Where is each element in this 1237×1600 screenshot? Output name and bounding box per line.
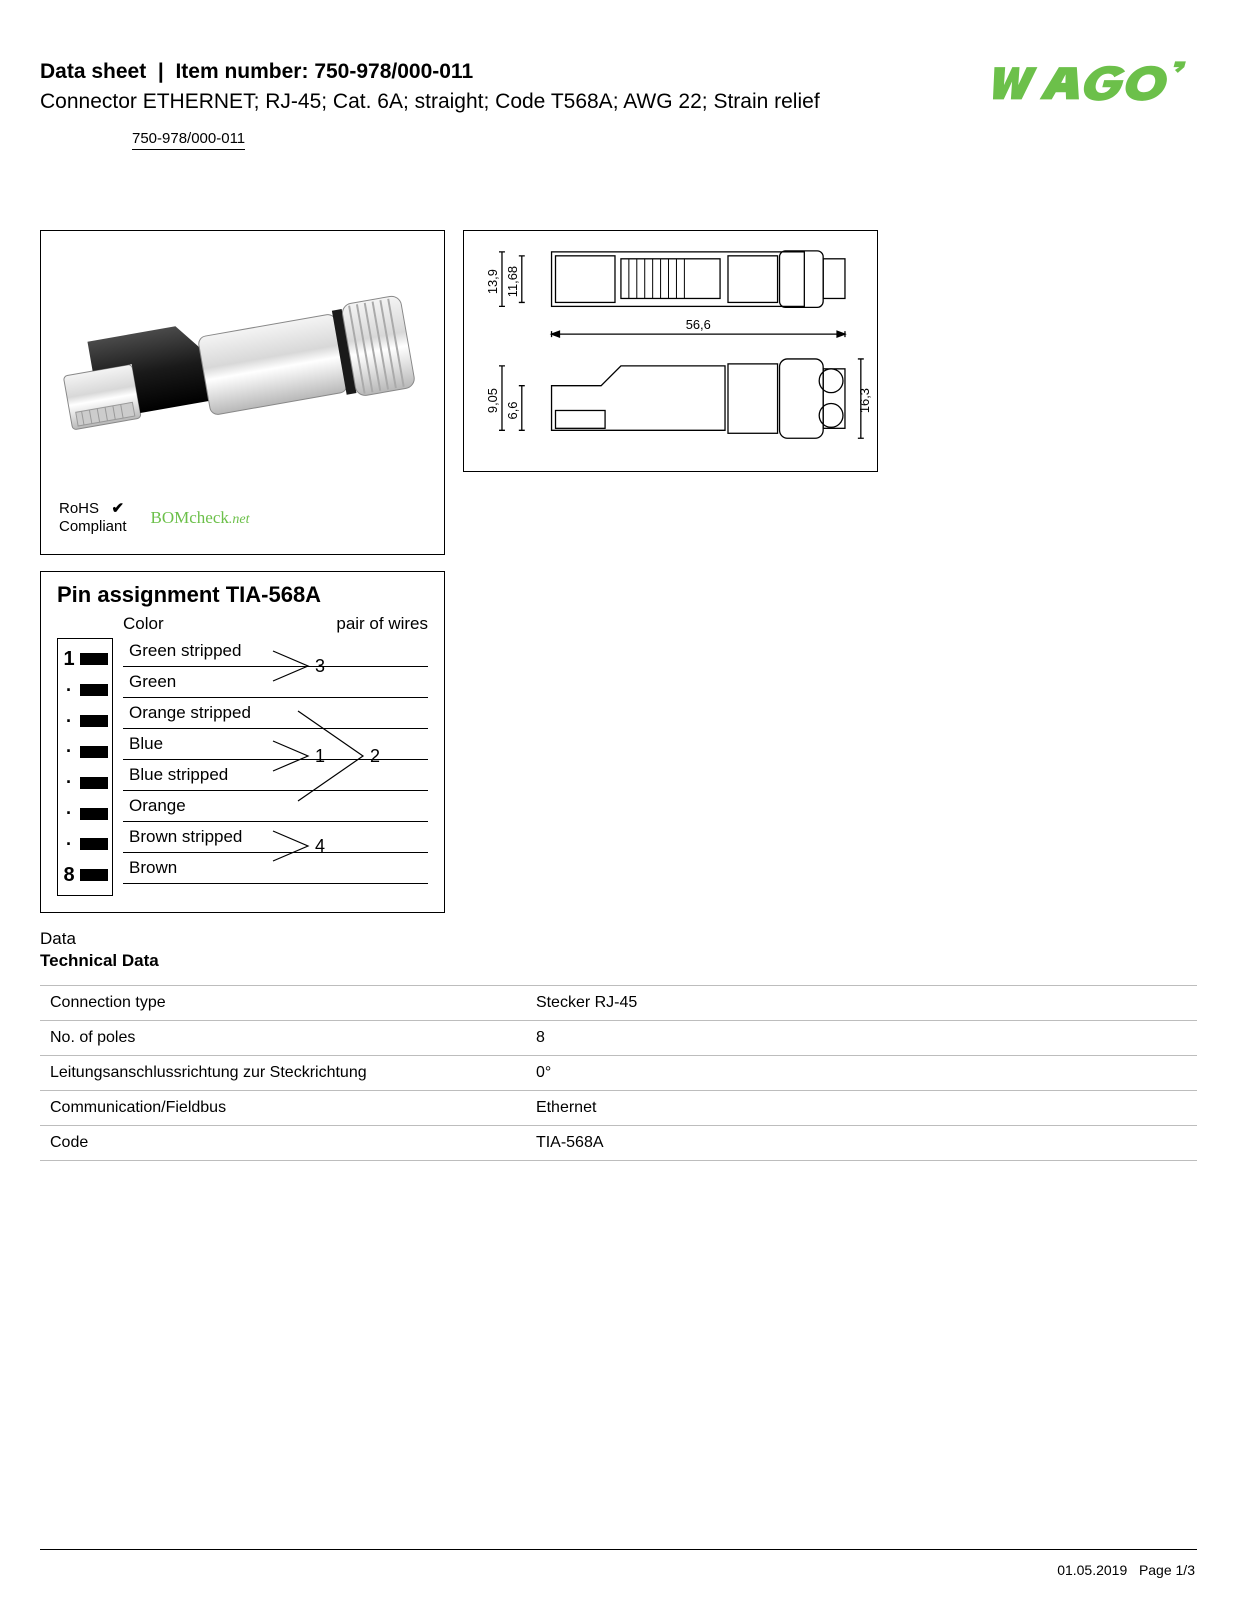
footer-rule xyxy=(40,1549,1197,1550)
tech-heading: Technical Data xyxy=(40,951,1197,971)
dimension-drawing: 13,9 11,68 56,6 9,05 6,6 16,3 xyxy=(470,237,871,465)
pin-row: Blue xyxy=(123,729,428,760)
figures-row: RoHS ✔ Compliant BOMcheck.net xyxy=(40,230,1197,555)
data-section: Data Technical Data Connection typeSteck… xyxy=(40,929,1197,1161)
dim-11-68: 11,68 xyxy=(505,266,520,297)
td-label: Connection type xyxy=(40,986,526,1021)
header-text-block: Data sheet | Item number: 750-978/000-01… xyxy=(40,60,982,150)
pin-row: Green stripped xyxy=(123,636,428,667)
td-value: Ethernet xyxy=(526,1091,1197,1126)
wago-logo xyxy=(982,60,1197,110)
data-heading: Data xyxy=(40,929,1197,949)
pin-row: Orange xyxy=(123,791,428,822)
pin-row: Brown xyxy=(123,853,428,884)
subtitle: Connector ETHERNET; RJ-45; Cat. 6A; stra… xyxy=(40,88,982,116)
table-row: No. of poles8 xyxy=(40,1021,1197,1056)
td-label: Code xyxy=(40,1126,526,1161)
pin-table: Color pair of wires Green stripped Green… xyxy=(123,614,428,896)
pin-row: Brown stripped xyxy=(123,822,428,853)
rohs-block: RoHS ✔ Compliant xyxy=(59,500,127,536)
pin-row: Blue stripped xyxy=(123,760,428,791)
datasheet-page: Data sheet | Item number: 750-978/000-01… xyxy=(0,0,1237,1600)
title-prefix: Data sheet xyxy=(40,60,146,83)
technical-data-table: Connection typeStecker RJ-45 No. of pole… xyxy=(40,985,1197,1161)
check-icon: ✔ xyxy=(112,500,125,517)
td-value: 0° xyxy=(526,1056,1197,1091)
pin-row: Orange stripped xyxy=(123,698,428,729)
td-label: Leitungsanschlussrichtung zur Steckricht… xyxy=(40,1056,526,1091)
footer-page: Page 1/3 xyxy=(1139,1562,1195,1578)
item-link[interactable]: 750-978/000-011 xyxy=(132,130,245,150)
pin-title: Pin assignment TIA-568A xyxy=(57,582,428,608)
pin-connector-graphic: 1 · · · · · · 8 xyxy=(57,638,113,896)
table-row: Communication/FieldbusEthernet xyxy=(40,1091,1197,1126)
td-value: 8 xyxy=(526,1021,1197,1056)
title-separator: | xyxy=(158,60,164,83)
pin-8-label: 8 xyxy=(62,864,76,887)
compliant-text: Compliant xyxy=(59,518,127,535)
dim-56-6: 56,6 xyxy=(686,318,711,333)
header: Data sheet | Item number: 750-978/000-01… xyxy=(40,60,1197,150)
title-line: Data sheet | Item number: 750-978/000-01… xyxy=(40,60,982,84)
bomcheck-text: BOMcheck xyxy=(151,508,229,527)
dim-16-3: 16,3 xyxy=(857,388,871,413)
item-label: Item number: xyxy=(175,60,308,83)
col-color: Color xyxy=(123,614,164,634)
compliance-row: RoHS ✔ Compliant BOMcheck.net xyxy=(59,500,250,536)
table-row: Connection typeStecker RJ-45 xyxy=(40,986,1197,1021)
pin-assignment-box: Pin assignment TIA-568A 1 · · · · · · 8 … xyxy=(40,571,445,913)
dim-9-05: 9,05 xyxy=(485,388,500,413)
td-value: Stecker RJ-45 xyxy=(526,986,1197,1021)
table-row: Leitungsanschlussrichtung zur Steckricht… xyxy=(40,1056,1197,1091)
rohs-text: RoHS xyxy=(59,500,99,517)
footer-text: 01.05.2019 Page 1/3 xyxy=(1057,1562,1195,1578)
bomcheck-suffix: .net xyxy=(229,512,250,527)
dimension-drawing-box: 13,9 11,68 56,6 9,05 6,6 16,3 xyxy=(463,230,878,472)
col-pair: pair of wires xyxy=(336,614,428,634)
footer-date: 01.05.2019 xyxy=(1057,1562,1127,1578)
product-photo-illustration xyxy=(49,239,436,477)
td-value: TIA-568A xyxy=(526,1126,1197,1161)
bomcheck-logo: BOMcheck.net xyxy=(151,508,250,528)
dim-13-9: 13,9 xyxy=(485,269,500,294)
pin-1-label: 1 xyxy=(62,648,76,671)
dim-6-6: 6,6 xyxy=(505,402,520,420)
pin-row: Green xyxy=(123,667,428,698)
product-photo-box: RoHS ✔ Compliant BOMcheck.net xyxy=(40,230,445,555)
table-row: CodeTIA-568A xyxy=(40,1126,1197,1161)
td-label: No. of poles xyxy=(40,1021,526,1056)
pin-table-header: Color pair of wires xyxy=(123,614,428,634)
td-label: Communication/Fieldbus xyxy=(40,1091,526,1126)
pin-body: 1 · · · · · · 8 Color pair of wires Gree… xyxy=(57,614,428,896)
item-number: 750-978/000-011 xyxy=(314,60,473,83)
